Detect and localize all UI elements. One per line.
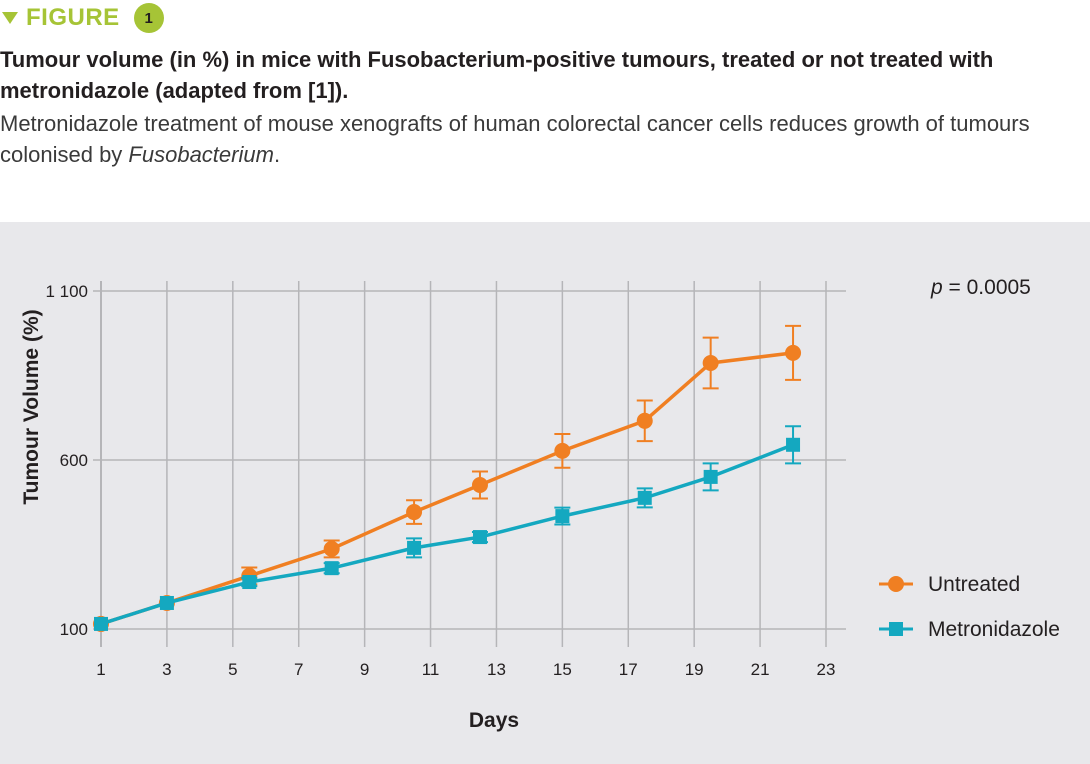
data-point (636, 412, 653, 429)
series-metronidazole (94, 425, 802, 631)
x-tick-label: 5 (228, 660, 237, 679)
caption-body-italic: Fusobacterium (128, 142, 274, 167)
series-group (93, 324, 802, 632)
legend-item-untreated: Untreated (879, 573, 1020, 596)
y-tick-label: 100 (60, 620, 88, 639)
x-tick-label: 11 (422, 660, 440, 679)
data-point (786, 437, 801, 452)
data-point (323, 540, 340, 557)
figure-label: FIGURE (26, 4, 120, 31)
legend-item-metronidazole: Metronidazole (879, 618, 1060, 641)
x-tick-label: 13 (487, 660, 506, 679)
caption-title: Tumour volume (in %) in mice with Fusoba… (0, 47, 994, 103)
x-tick-label: 9 (360, 660, 369, 679)
x-tick-label: 15 (553, 660, 572, 679)
triangle-down-icon (2, 12, 18, 24)
x-tick-label: 17 (619, 660, 638, 679)
legend-label: Metronidazole (928, 618, 1060, 641)
data-point (785, 344, 802, 361)
x-tick-label: 3 (162, 660, 171, 679)
data-point (94, 616, 108, 631)
caption-body-text: Metronidazole treatment of mouse xenogra… (0, 111, 1030, 167)
data-point (555, 509, 570, 524)
series-line (100, 443, 794, 626)
x-tick-label: 23 (817, 660, 836, 679)
data-point (472, 530, 487, 545)
x-tick-label: 19 (685, 660, 704, 679)
legend-marker (888, 576, 904, 592)
x-tick-label: 1 (96, 660, 105, 679)
data-point (407, 540, 422, 555)
p-value-symbol: p (930, 276, 943, 299)
series-line (100, 351, 794, 626)
data-point (637, 490, 652, 505)
data-point (554, 442, 571, 459)
legend-label: Untreated (928, 573, 1020, 596)
data-point (159, 595, 174, 610)
chart-panel: 1 3 5 7 9 11 13 15 17 19 21 23 100 600 1 100 Tumour Vo… (0, 222, 1090, 764)
y-tick-label: 600 (60, 451, 88, 470)
y-tick-label: 1 100 (45, 282, 88, 301)
data-point (702, 354, 719, 371)
data-point (324, 561, 339, 576)
figure-number-badge: 1 (133, 3, 164, 33)
figure-header: FIGURE 1 (0, 2, 164, 34)
x-tick-label: 21 (751, 660, 770, 679)
p-value-text: = 0.0005 (943, 276, 1031, 299)
y-axis-title: Tumour Volume (%) (20, 309, 43, 504)
x-axis-title: Days (469, 709, 519, 732)
data-point (471, 477, 488, 494)
data-point (703, 469, 718, 484)
data-point (406, 504, 423, 521)
caption-body-suffix: . (273, 142, 281, 167)
p-value-annotation: p = 0.0005 (930, 276, 1031, 299)
data-point (242, 575, 257, 590)
legend: Untreated Metronidazole (879, 573, 1060, 641)
caption-body: Metronidazole treatment of mouse xenogra… (0, 108, 1060, 170)
x-tick-label: 7 (294, 660, 303, 679)
legend-marker (889, 622, 903, 636)
